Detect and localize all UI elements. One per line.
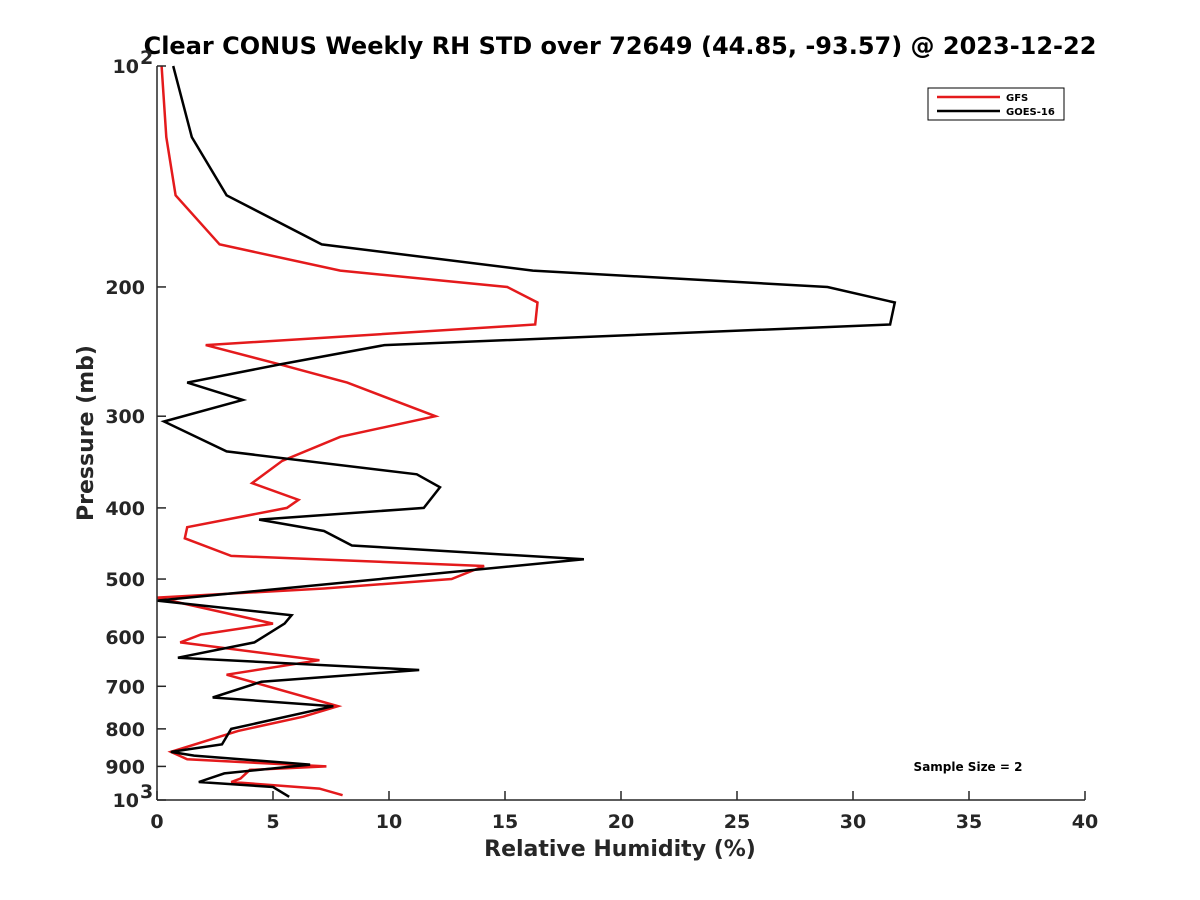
series-line-goes-16 [156, 65, 897, 798]
x-tick-label: 30 [840, 811, 866, 833]
y-axis-label: Pressure (mb) [74, 345, 99, 521]
x-tick-label: 5 [266, 811, 279, 833]
y-tick-label: 400 [105, 498, 145, 520]
series-line-gfs [156, 65, 539, 797]
y-tick-label: 200 [105, 277, 145, 299]
x-tick-label: 15 [492, 811, 518, 833]
x-ticks: 0 5 10 15 20 25 30 35 40 [150, 791, 1098, 833]
y-tick-label: 10 [113, 790, 139, 812]
x-axis-label: Relative Humidity (%) [484, 837, 756, 862]
y-tick-label: 900 [105, 756, 145, 778]
y-tick-exponent: 3 [140, 781, 153, 803]
y-tick-label: 10 [113, 56, 139, 78]
x-tick-label: 40 [1072, 811, 1098, 833]
x-tick-label: 35 [956, 811, 982, 833]
x-tick-label: 20 [608, 811, 634, 833]
y-tick-label: 300 [105, 406, 145, 428]
y-tick-label: 800 [105, 719, 145, 741]
sample-size-annotation: Sample Size = 2 [914, 760, 1023, 774]
x-tick-label: 25 [724, 811, 750, 833]
x-tick-label: 10 [376, 811, 402, 833]
x-tick-label: 0 [150, 811, 163, 833]
legend-box [927, 87, 1065, 121]
chart-title: Clear CONUS Weekly RH STD over 72649 (44… [144, 32, 1097, 60]
legend-label-goes16: GOES-16 [1006, 107, 1055, 118]
legend: GFS GOES-16 [927, 87, 1065, 121]
legend-label-gfs: GFS [1006, 93, 1028, 104]
y-tick-label: 600 [105, 627, 145, 649]
y-tick-label: 500 [105, 569, 145, 591]
series-layer [156, 65, 897, 798]
y-tick-label: 700 [105, 676, 145, 698]
y-tick-exponent: 2 [140, 47, 153, 69]
